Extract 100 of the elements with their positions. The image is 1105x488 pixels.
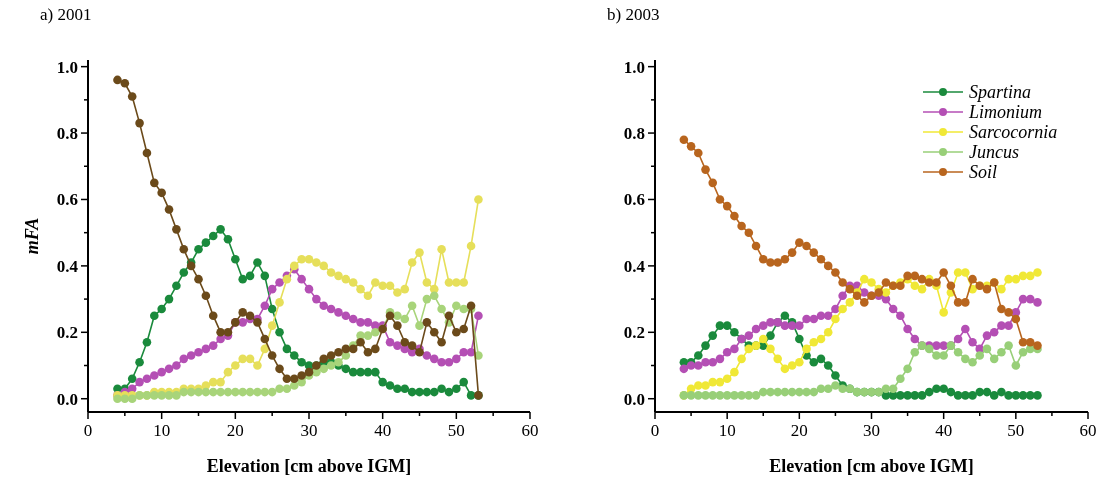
point (982, 344, 992, 354)
point (157, 304, 166, 314)
point (429, 354, 439, 364)
point (231, 361, 240, 370)
point (816, 254, 826, 264)
point (975, 351, 985, 360)
point (437, 304, 446, 314)
point (400, 314, 410, 324)
point (1011, 391, 1021, 400)
point (766, 344, 775, 354)
point (245, 311, 255, 320)
point (831, 381, 840, 390)
point (795, 238, 804, 247)
point (437, 337, 446, 347)
point (186, 261, 196, 271)
y-tick-label: 0.6 (56, 190, 78, 210)
point (989, 354, 999, 364)
point (267, 351, 277, 360)
point (997, 387, 1006, 397)
point (407, 341, 417, 350)
point (326, 351, 336, 360)
point (452, 301, 461, 311)
y-tick-label: 0.2 (56, 323, 78, 343)
y-tick-label: 0.0 (56, 389, 78, 409)
point (888, 384, 898, 394)
point (823, 384, 833, 394)
point (275, 278, 284, 287)
point (363, 291, 373, 301)
point (939, 268, 948, 277)
point (253, 361, 262, 370)
point (997, 304, 1006, 314)
point (275, 298, 284, 307)
point (208, 341, 218, 350)
point (917, 274, 927, 284)
point (823, 261, 833, 271)
point (260, 344, 270, 354)
point (694, 381, 703, 390)
point (459, 347, 468, 357)
point (795, 321, 804, 330)
point (238, 354, 247, 364)
point (216, 387, 225, 397)
point (201, 344, 211, 354)
point (1004, 308, 1013, 317)
point (422, 294, 432, 304)
point (845, 298, 855, 307)
point (326, 361, 336, 370)
point (319, 261, 329, 271)
point (437, 244, 446, 254)
point (722, 321, 732, 330)
point (903, 364, 912, 374)
y-tick-label: 0.8 (56, 124, 78, 144)
point (312, 258, 321, 267)
point (371, 278, 380, 287)
point (282, 344, 292, 354)
point (297, 274, 306, 284)
point (686, 361, 696, 370)
point (179, 268, 189, 277)
point (260, 334, 270, 344)
point (838, 291, 847, 301)
point (831, 304, 840, 314)
point (459, 278, 468, 287)
point (809, 314, 819, 324)
point (1011, 274, 1021, 284)
point (722, 201, 732, 211)
point (744, 228, 754, 237)
point (686, 391, 696, 400)
point (216, 225, 225, 234)
point (194, 347, 203, 357)
point (348, 367, 358, 377)
point (208, 231, 218, 241)
legend-label: Soil (969, 162, 998, 183)
point (968, 357, 977, 367)
point (932, 278, 941, 287)
point (459, 324, 468, 334)
point (838, 304, 847, 314)
point (289, 374, 299, 384)
point (216, 377, 225, 387)
point (260, 271, 270, 281)
point (773, 387, 782, 397)
point (120, 78, 130, 88)
point (831, 314, 840, 324)
point (816, 354, 826, 364)
point (795, 357, 804, 367)
y-axis-title: mFA (22, 217, 42, 255)
point (881, 288, 891, 297)
point (953, 298, 963, 307)
x-tick-label: 10 (718, 421, 736, 440)
point (809, 387, 819, 397)
point (953, 268, 963, 277)
point (172, 391, 181, 400)
point (910, 347, 920, 357)
point (452, 278, 461, 287)
point (371, 328, 380, 337)
point (452, 354, 461, 364)
point (260, 301, 270, 311)
point (363, 331, 373, 340)
point (881, 278, 891, 287)
point (127, 92, 137, 101)
point (766, 331, 775, 340)
point (802, 344, 811, 354)
